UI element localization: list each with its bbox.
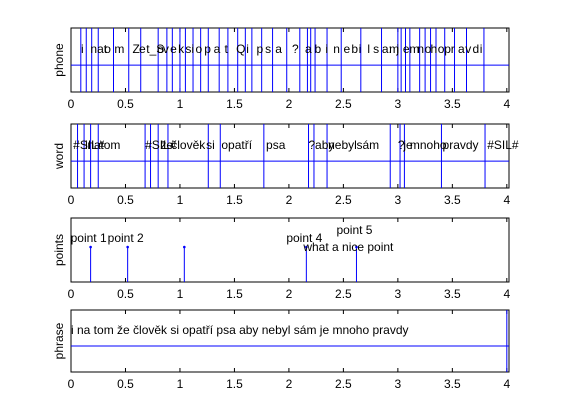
- x-tick-label: 1: [177, 287, 184, 301]
- interval-label: o: [104, 42, 111, 56]
- point-label: point 1: [71, 231, 107, 245]
- x-tick-label: 1: [177, 97, 184, 111]
- interval-label: e: [343, 42, 350, 56]
- x-tick-label: 1: [177, 377, 184, 391]
- x-tick-label: 1.5: [226, 377, 243, 391]
- x-tick-label: 4: [503, 287, 510, 301]
- x-tick-label: 2.5: [335, 287, 352, 301]
- interval-label: v: [465, 42, 471, 56]
- interval-label: i: [359, 42, 362, 56]
- axes-points: [71, 218, 509, 282]
- interval-label: tom: [100, 138, 120, 152]
- x-tick-label: 3.5: [444, 287, 461, 301]
- point-marker: [183, 246, 186, 249]
- interval-label: m: [114, 42, 124, 56]
- x-tick-label: 2.5: [335, 377, 352, 391]
- axes-word: [71, 124, 509, 188]
- x-tick-label: 1.5: [226, 97, 243, 111]
- x-tick-label: 3: [395, 97, 402, 111]
- interval-label: b: [314, 42, 321, 56]
- interval-label: v: [163, 42, 169, 56]
- x-tick-label: 3.5: [444, 193, 461, 207]
- interval-label: opatří: [221, 138, 252, 152]
- interval-label: l: [367, 42, 370, 56]
- x-tick-label: 2: [286, 97, 293, 111]
- interval-label: si: [185, 42, 194, 56]
- interval-label: h: [430, 42, 437, 56]
- interval-label: p: [204, 42, 211, 56]
- interval-label: i na tom že člověk si opatří psa aby neb…: [71, 323, 409, 337]
- point-label: point 5: [336, 223, 372, 237]
- x-tick-label: 0: [68, 193, 75, 207]
- interval-label: a: [275, 42, 282, 56]
- interval-label: j: [395, 42, 399, 56]
- interval-label: i: [480, 42, 483, 56]
- interval-label: a: [458, 42, 465, 56]
- interval-label: psa: [266, 138, 286, 152]
- interval-label: s: [373, 42, 379, 56]
- x-tick-label: 2.5: [335, 97, 352, 111]
- interval-label: i: [325, 42, 328, 56]
- tier-label-phone: phone: [52, 43, 66, 77]
- point-label: point 2: [108, 231, 144, 245]
- interval-label: i: [81, 42, 84, 56]
- interval-label: a: [214, 42, 221, 56]
- x-tick-label: 1: [177, 193, 184, 207]
- x-tick-label: 3: [395, 377, 402, 391]
- x-tick-label: 0.5: [117, 377, 134, 391]
- interval-label: n: [417, 42, 424, 56]
- interval-label: o: [196, 42, 203, 56]
- x-tick-label: 3: [395, 287, 402, 301]
- x-tick-label: 1.5: [226, 287, 243, 301]
- x-tick-label: 2: [286, 287, 293, 301]
- x-tick-label: 0: [68, 287, 75, 301]
- interval-label: si: [206, 138, 215, 152]
- x-tick-label: 2: [286, 193, 293, 207]
- interval-label: e: [170, 42, 177, 56]
- tier-label-phrase: phrase: [52, 322, 66, 359]
- interval-label: b: [351, 42, 358, 56]
- x-tick-label: 4: [503, 193, 510, 207]
- axes-phone: [71, 28, 509, 92]
- interval-label: #SIL#: [487, 138, 519, 152]
- axes-phrase: [71, 310, 509, 372]
- x-tick-label: 0: [68, 97, 75, 111]
- interval-label: n: [333, 42, 340, 56]
- x-tick-label: 0.5: [117, 193, 134, 207]
- x-tick-label: 3: [395, 193, 402, 207]
- point-annotation: what a nice point: [302, 240, 394, 254]
- interval-label: s: [265, 42, 271, 56]
- x-tick-label: 4: [503, 377, 510, 391]
- interval-label: na: [87, 138, 101, 152]
- point-marker: [89, 246, 92, 249]
- x-tick-label: 2: [286, 377, 293, 391]
- x-tick-label: 1.5: [226, 193, 243, 207]
- x-tick-label: 0: [68, 377, 75, 391]
- x-tick-label: 3.5: [444, 377, 461, 391]
- interval-label: d: [473, 42, 480, 56]
- interval-label: i: [246, 42, 249, 56]
- tier-label-word: word: [52, 143, 66, 170]
- x-tick-label: 4: [503, 97, 510, 111]
- x-tick-label: 0.5: [117, 97, 134, 111]
- interval-label: ?: [292, 42, 299, 56]
- x-tick-label: 2.5: [335, 193, 352, 207]
- interval-label: nebyl: [328, 138, 357, 152]
- interval-label: a: [305, 42, 312, 56]
- tier-label-points: points: [52, 234, 66, 266]
- x-tick-label: 3.5: [444, 97, 461, 111]
- x-tick-label: 0.5: [117, 287, 134, 301]
- interval-label: e: [139, 42, 146, 56]
- interval-label: mnoho: [410, 138, 447, 152]
- point-marker: [126, 246, 129, 249]
- interval-label: r: [451, 42, 455, 56]
- interval-label: pravdy: [443, 138, 479, 152]
- interval-label: k: [178, 42, 185, 56]
- interval-label: Q: [236, 42, 245, 56]
- interval-label: sám: [356, 138, 379, 152]
- interval-label: p: [256, 42, 263, 56]
- interval-label: člověk: [171, 138, 206, 152]
